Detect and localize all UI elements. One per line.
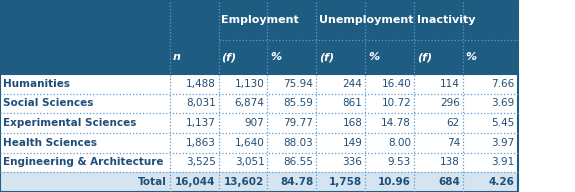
Text: 149: 149 xyxy=(342,138,362,148)
Text: 7.66: 7.66 xyxy=(492,79,515,89)
Text: 5.45: 5.45 xyxy=(492,118,515,128)
Text: 85.59: 85.59 xyxy=(283,98,313,108)
Text: 1,640: 1,640 xyxy=(235,138,264,148)
Text: 3.91: 3.91 xyxy=(492,157,515,167)
Text: Social Sciences: Social Sciences xyxy=(3,98,93,108)
Text: %: % xyxy=(466,52,477,62)
Text: 1,137: 1,137 xyxy=(186,118,216,128)
Text: 6,874: 6,874 xyxy=(235,98,264,108)
Bar xyxy=(0,172,518,192)
Bar xyxy=(0,133,518,153)
Text: 3,525: 3,525 xyxy=(186,157,216,167)
Text: Experimental Sciences: Experimental Sciences xyxy=(3,118,136,128)
Text: 10.72: 10.72 xyxy=(381,98,411,108)
Bar xyxy=(0,113,518,133)
Text: 684: 684 xyxy=(438,177,460,187)
Text: Engineering & Architecture: Engineering & Architecture xyxy=(3,157,163,167)
Text: 84.78: 84.78 xyxy=(280,177,313,187)
Text: (f): (f) xyxy=(319,52,334,62)
Text: 74: 74 xyxy=(447,138,460,148)
Text: 907: 907 xyxy=(245,118,264,128)
Text: 88.03: 88.03 xyxy=(283,138,313,148)
Text: 62: 62 xyxy=(447,118,460,128)
Text: 138: 138 xyxy=(440,157,460,167)
Text: 3.69: 3.69 xyxy=(492,98,515,108)
Text: 13,602: 13,602 xyxy=(224,177,264,187)
Text: 8,031: 8,031 xyxy=(186,98,216,108)
Text: 1,863: 1,863 xyxy=(186,138,216,148)
Text: 1,758: 1,758 xyxy=(329,177,362,187)
Text: 336: 336 xyxy=(342,157,362,167)
Bar xyxy=(0,0,518,74)
Text: 3,051: 3,051 xyxy=(235,157,264,167)
Text: 244: 244 xyxy=(342,79,362,89)
Text: 1,130: 1,130 xyxy=(235,79,264,89)
Text: 9.53: 9.53 xyxy=(388,157,411,167)
Text: (f): (f) xyxy=(221,52,236,62)
Text: 16.40: 16.40 xyxy=(381,79,411,89)
Text: Unemployment: Unemployment xyxy=(319,15,413,25)
Text: Humanities: Humanities xyxy=(3,79,70,89)
Text: Inactivity: Inactivity xyxy=(417,15,476,25)
Bar xyxy=(0,74,518,94)
Text: 8.00: 8.00 xyxy=(388,138,411,148)
Text: Total: Total xyxy=(138,177,167,187)
Text: 296: 296 xyxy=(440,98,460,108)
Text: Employment: Employment xyxy=(221,15,299,25)
Text: 86.55: 86.55 xyxy=(283,157,313,167)
Text: %: % xyxy=(368,52,379,62)
Text: 16,044: 16,044 xyxy=(175,177,216,187)
Text: 168: 168 xyxy=(342,118,362,128)
Text: n: n xyxy=(172,52,181,62)
Text: 10.96: 10.96 xyxy=(378,177,411,187)
Text: 4.26: 4.26 xyxy=(489,177,515,187)
Text: 79.77: 79.77 xyxy=(283,118,313,128)
Text: 3.97: 3.97 xyxy=(492,138,515,148)
Bar xyxy=(0,94,518,113)
Bar xyxy=(0,153,518,172)
Text: 861: 861 xyxy=(342,98,362,108)
Text: %: % xyxy=(270,52,281,62)
Text: (f): (f) xyxy=(417,52,432,62)
Text: 14.78: 14.78 xyxy=(381,118,411,128)
Text: 75.94: 75.94 xyxy=(283,79,313,89)
Text: 114: 114 xyxy=(440,79,460,89)
Text: 1,488: 1,488 xyxy=(186,79,216,89)
Text: Health Sciences: Health Sciences xyxy=(3,138,97,148)
